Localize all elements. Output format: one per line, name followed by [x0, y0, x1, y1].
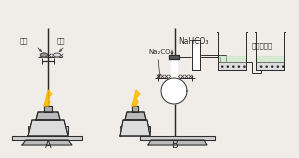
Text: A: A	[45, 140, 51, 150]
Polygon shape	[28, 120, 68, 136]
Polygon shape	[148, 140, 207, 145]
Text: 红磷: 红磷	[20, 37, 28, 44]
Polygon shape	[192, 40, 200, 70]
Text: NaHCO₃: NaHCO₃	[178, 37, 208, 46]
Ellipse shape	[40, 53, 48, 57]
Polygon shape	[36, 112, 60, 120]
Bar	[28, 126, 68, 136]
Text: 白磷: 白磷	[57, 37, 65, 44]
Polygon shape	[219, 56, 245, 69]
Polygon shape	[161, 78, 187, 104]
Bar	[120, 126, 150, 136]
Polygon shape	[44, 106, 52, 112]
Polygon shape	[132, 106, 138, 112]
Text: 澄清石灰水: 澄清石灰水	[252, 42, 273, 49]
Polygon shape	[171, 58, 177, 80]
Polygon shape	[12, 136, 82, 140]
Polygon shape	[44, 90, 52, 106]
Polygon shape	[22, 140, 72, 145]
Text: Na₂CO₃: Na₂CO₃	[148, 49, 173, 55]
Text: B: B	[172, 140, 179, 150]
Polygon shape	[125, 112, 146, 120]
Bar	[218, 62, 246, 70]
Polygon shape	[257, 56, 283, 69]
Polygon shape	[140, 136, 215, 140]
Polygon shape	[132, 90, 140, 106]
Polygon shape	[120, 120, 150, 136]
Polygon shape	[169, 55, 179, 59]
Bar	[256, 62, 284, 70]
Ellipse shape	[54, 53, 60, 57]
